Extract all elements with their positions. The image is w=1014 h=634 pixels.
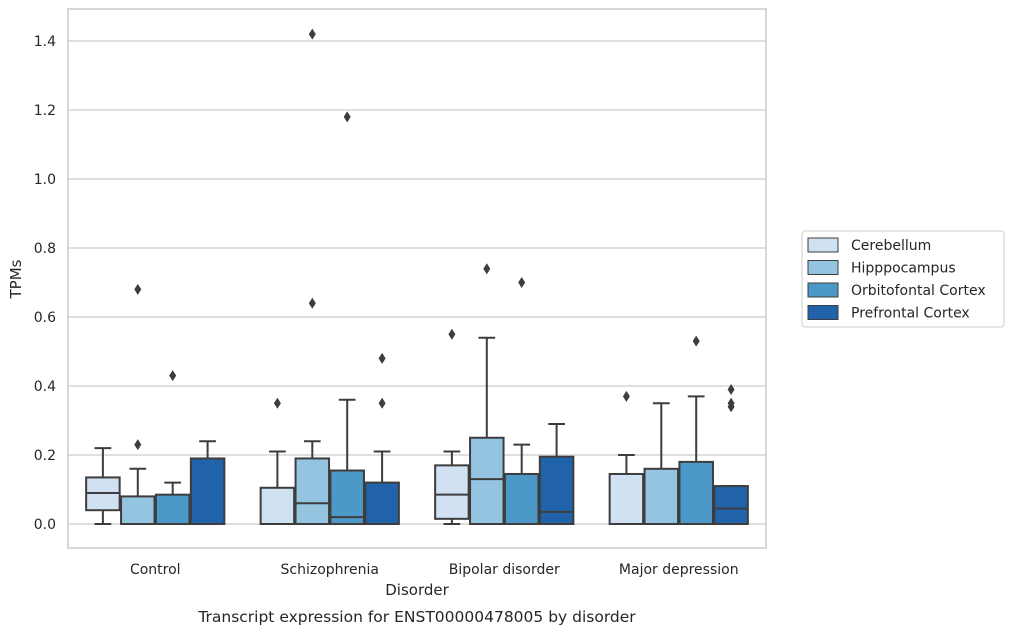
outlier-point bbox=[378, 352, 386, 364]
outlier-point bbox=[308, 28, 316, 40]
box-body bbox=[364, 481, 400, 526]
figure-caption: Transcript expression for ENST0000047800… bbox=[197, 608, 636, 626]
box-body bbox=[329, 469, 365, 525]
box-body bbox=[608, 472, 645, 526]
x-axis-title: Disorder bbox=[385, 581, 449, 599]
y-tick-label: 0.4 bbox=[34, 379, 56, 395]
box-1-3 bbox=[364, 352, 400, 526]
x-tick-label: Major depression bbox=[619, 562, 739, 578]
outlier-point bbox=[308, 297, 316, 309]
legend-label: Hipppocampus bbox=[851, 261, 956, 277]
x-tick-label: Bipolar disorder bbox=[449, 562, 560, 578]
box-body bbox=[469, 436, 505, 525]
legend-label: Orbitofontal Cortex bbox=[851, 283, 986, 299]
box-3-0 bbox=[608, 390, 645, 526]
outlier-point bbox=[378, 397, 386, 409]
outlier-point bbox=[134, 283, 142, 295]
box-body bbox=[434, 464, 470, 520]
box-body bbox=[503, 472, 540, 526]
x-tick-label: Control bbox=[130, 562, 181, 578]
box-0-0 bbox=[85, 447, 121, 525]
legend-label: Prefrontal Cortex bbox=[851, 306, 970, 322]
y-tick-label: 0.0 bbox=[34, 517, 56, 533]
outlier-point bbox=[273, 397, 281, 409]
outlier-point bbox=[343, 111, 351, 123]
y-tick-label: 0.2 bbox=[34, 448, 56, 464]
legend-swatch bbox=[807, 282, 839, 298]
box-body bbox=[643, 467, 680, 525]
box-body bbox=[189, 457, 226, 526]
outlier-point bbox=[727, 397, 735, 409]
box-body bbox=[259, 486, 296, 525]
box-1-2 bbox=[329, 111, 365, 525]
y-tick-label: 0.6 bbox=[34, 310, 56, 326]
y-tick-label: 0.8 bbox=[34, 241, 56, 257]
box-3-2 bbox=[678, 335, 714, 525]
legend: Cerebellum Hipppocampus Orbitofontal Corte… bbox=[801, 230, 1005, 328]
box-body bbox=[538, 455, 575, 526]
outlier-point bbox=[518, 277, 526, 288]
box-body bbox=[154, 493, 191, 525]
box-3-1 bbox=[643, 402, 680, 525]
box-2-2 bbox=[503, 277, 540, 526]
outlier-point bbox=[169, 370, 177, 382]
plot-frame bbox=[67, 8, 767, 549]
outlier-point bbox=[134, 439, 142, 451]
x-tick-labels: Control Schizophrenia Bipolar disorder Majo… bbox=[130, 562, 739, 578]
legend-frame bbox=[801, 230, 1005, 328]
box-body bbox=[294, 457, 331, 526]
outlier-point bbox=[727, 383, 735, 395]
outlier-point bbox=[448, 328, 456, 340]
x-tick-label: Schizophrenia bbox=[281, 562, 379, 578]
box-2-3 bbox=[538, 422, 575, 526]
y-tick-label: 1.2 bbox=[34, 103, 56, 119]
legend-swatch bbox=[807, 237, 839, 253]
box-1-0 bbox=[259, 397, 296, 525]
y-axis-title: TPMs bbox=[7, 259, 25, 299]
box-2-0 bbox=[434, 328, 470, 525]
box-body bbox=[713, 485, 749, 525]
y-tick-label: 1.0 bbox=[34, 172, 56, 188]
legend-entries: Cerebellum Hipppocampus Orbitofontal Corte… bbox=[807, 237, 986, 322]
box-2-1 bbox=[469, 263, 505, 525]
outlier-point bbox=[622, 390, 630, 402]
box-1-1 bbox=[294, 28, 331, 526]
legend-swatch bbox=[807, 260, 839, 275]
legend-label: Cerebellum bbox=[851, 238, 931, 254]
legend-swatch bbox=[807, 305, 839, 320]
box-body bbox=[120, 495, 156, 525]
y-tick-label: 1.4 bbox=[34, 34, 56, 50]
box-0-3 bbox=[189, 440, 226, 526]
box-0-2 bbox=[154, 370, 191, 525]
y-tick-labels: 0.0 0.2 0.4 0.6 0.8 1.0 1.2 1.4 bbox=[34, 34, 56, 533]
box-0-1 bbox=[120, 283, 156, 525]
box-3-3 bbox=[713, 383, 749, 525]
outlier-point bbox=[692, 335, 700, 347]
box-body bbox=[678, 460, 714, 525]
outlier-point bbox=[483, 263, 491, 275]
plot-background bbox=[68, 9, 766, 548]
box-series-layer bbox=[85, 28, 749, 526]
